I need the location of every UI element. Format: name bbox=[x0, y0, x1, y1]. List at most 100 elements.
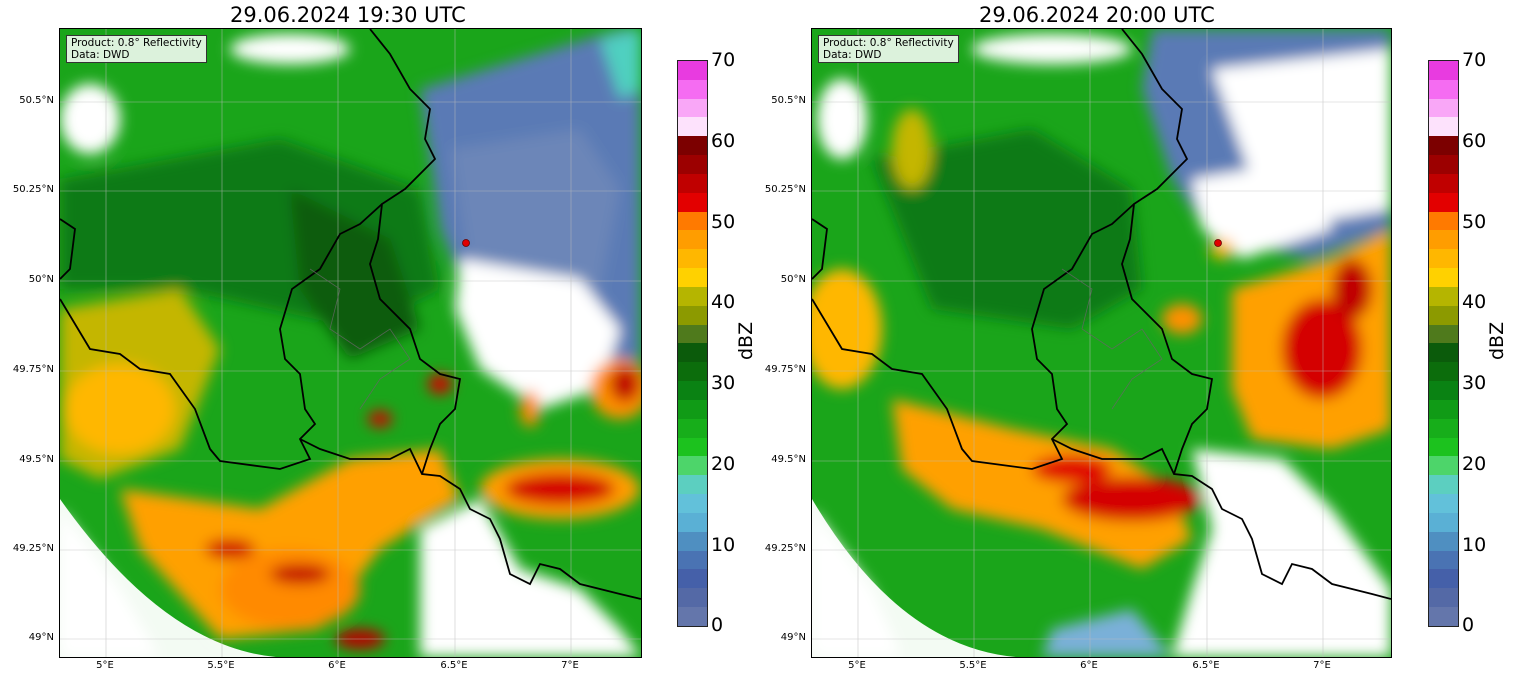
colorbar-tick: 40 bbox=[1462, 291, 1487, 313]
radar-site-marker bbox=[462, 239, 470, 247]
colorbar-tick: 20 bbox=[711, 453, 736, 475]
colorbar-swatch bbox=[678, 79, 707, 99]
colorbar-tick: 60 bbox=[711, 130, 736, 152]
colorbar-swatch bbox=[678, 249, 707, 269]
colorbar-swatch bbox=[1429, 607, 1458, 626]
colorbar-swatch bbox=[678, 550, 707, 570]
lon-label: 6.5°E bbox=[1192, 660, 1220, 671]
colorbar-swatch bbox=[678, 192, 707, 212]
product-label: Product: 0.8° Reflectivity bbox=[823, 37, 954, 49]
lat-label: 50°N bbox=[28, 274, 54, 285]
lat-label: 49.5°N bbox=[19, 454, 54, 465]
info-box: Product: 0.8° Reflectivity Data: DWD bbox=[66, 35, 207, 63]
lon-label: 5°E bbox=[848, 660, 866, 671]
colorbar-swatch bbox=[1429, 531, 1458, 551]
colorbar-swatch bbox=[1429, 155, 1458, 174]
colorbar-swatch bbox=[678, 588, 707, 608]
radar-map[interactable]: Product: 0.8° Reflectivity Data: DWD bbox=[59, 28, 642, 658]
colorbar-swatch bbox=[1429, 286, 1458, 306]
info-box: Product: 0.8° Reflectivity Data: DWD bbox=[818, 35, 959, 63]
colorbar-swatch bbox=[678, 155, 707, 174]
colorbar-tick: 0 bbox=[1462, 614, 1475, 636]
colorbar-swatch bbox=[678, 456, 707, 476]
colorbar-swatch bbox=[678, 362, 707, 382]
colorbar-swatch bbox=[678, 173, 707, 193]
colorbar-swatch bbox=[1429, 399, 1458, 419]
lat-label: 49°N bbox=[780, 632, 806, 643]
colorbar-swatch bbox=[678, 381, 707, 400]
colorbar-swatch bbox=[1429, 136, 1458, 156]
colorbar-swatch bbox=[1429, 324, 1458, 344]
colorbar bbox=[677, 60, 708, 627]
lat-label: 50.25°N bbox=[12, 184, 54, 195]
radar-map[interactable]: Product: 0.8° Reflectivity Data: DWD bbox=[811, 28, 1392, 658]
reflectivity-field bbox=[60, 29, 641, 657]
lon-label: 5°E bbox=[96, 660, 114, 671]
colorbar-swatch bbox=[1429, 588, 1458, 608]
colorbar-swatch bbox=[1429, 550, 1458, 570]
lon-label: 5.5°E bbox=[207, 660, 235, 671]
lon-label: 7°E bbox=[1313, 660, 1331, 671]
colorbar-swatch bbox=[1429, 437, 1458, 457]
colorbar-swatch bbox=[1429, 211, 1458, 231]
lon-label: 5.5°E bbox=[959, 660, 987, 671]
product-label: Product: 0.8° Reflectivity bbox=[71, 37, 202, 49]
colorbar-swatch bbox=[678, 98, 707, 118]
colorbar-tick: 70 bbox=[1462, 49, 1487, 71]
colorbar-swatch bbox=[1429, 79, 1458, 99]
lat-label: 50°N bbox=[780, 274, 806, 285]
colorbar-swatch bbox=[1429, 569, 1458, 589]
colorbar-swatch bbox=[678, 512, 707, 532]
lat-label: 49.5°N bbox=[771, 454, 806, 465]
colorbar-swatch bbox=[1429, 268, 1458, 287]
colorbar-swatch bbox=[678, 569, 707, 589]
colorbar-swatch bbox=[1429, 61, 1458, 80]
colorbar-tick: 30 bbox=[1462, 372, 1487, 394]
colorbar-tick: 20 bbox=[1462, 453, 1487, 475]
colorbar-swatch bbox=[1429, 512, 1458, 532]
colorbar-swatch bbox=[1429, 117, 1458, 137]
lat-label: 49°N bbox=[28, 632, 54, 643]
colorbar-swatch bbox=[678, 268, 707, 287]
colorbar-label: dBZ bbox=[1486, 321, 1508, 360]
data-source-label: Data: DWD bbox=[823, 49, 882, 61]
colorbar-swatch bbox=[678, 531, 707, 551]
data-source-label: Data: DWD bbox=[71, 49, 130, 61]
country-borders bbox=[812, 29, 1391, 600]
panel-title: 29.06.2024 20:00 UTC bbox=[979, 3, 1215, 27]
radar-site-marker bbox=[1214, 239, 1222, 247]
colorbar-swatch bbox=[1429, 192, 1458, 212]
colorbar-swatch bbox=[1429, 456, 1458, 476]
colorbar-swatch bbox=[678, 286, 707, 306]
colorbar-swatch bbox=[1429, 173, 1458, 193]
graticule bbox=[812, 29, 1391, 657]
graticule bbox=[60, 29, 641, 657]
colorbar-swatch bbox=[678, 117, 707, 137]
colorbar-swatch bbox=[678, 324, 707, 344]
colorbar-swatch bbox=[678, 475, 707, 495]
panel-title: 29.06.2024 19:30 UTC bbox=[230, 3, 466, 27]
radar-panel-2000: 29.06.2024 20:00 UTC bbox=[752, 0, 1512, 679]
lat-label: 49.75°N bbox=[12, 364, 54, 375]
colorbar-swatch bbox=[1429, 249, 1458, 269]
colorbar-swatch bbox=[678, 211, 707, 231]
country-borders bbox=[60, 29, 641, 600]
colorbar-swatch bbox=[678, 437, 707, 457]
colorbar-tick: 40 bbox=[711, 291, 736, 313]
colorbar-tick: 10 bbox=[1462, 534, 1487, 556]
colorbar-swatch bbox=[1429, 98, 1458, 118]
colorbar-tick: 60 bbox=[1462, 130, 1487, 152]
colorbar-swatch bbox=[1429, 305, 1458, 325]
lon-label: 7°E bbox=[561, 660, 579, 671]
colorbar-tick: 50 bbox=[1462, 211, 1487, 233]
colorbar-swatch bbox=[678, 607, 707, 626]
lon-label: 6.5°E bbox=[440, 660, 468, 671]
colorbar-swatch bbox=[1429, 418, 1458, 438]
lat-label: 50.25°N bbox=[764, 184, 806, 195]
lon-label: 6°E bbox=[328, 660, 346, 671]
lat-label: 49.25°N bbox=[12, 543, 54, 554]
colorbar-swatch bbox=[678, 343, 707, 363]
colorbar bbox=[1428, 60, 1459, 627]
colorbar-swatch bbox=[678, 61, 707, 80]
colorbar-tick: 70 bbox=[711, 49, 736, 71]
